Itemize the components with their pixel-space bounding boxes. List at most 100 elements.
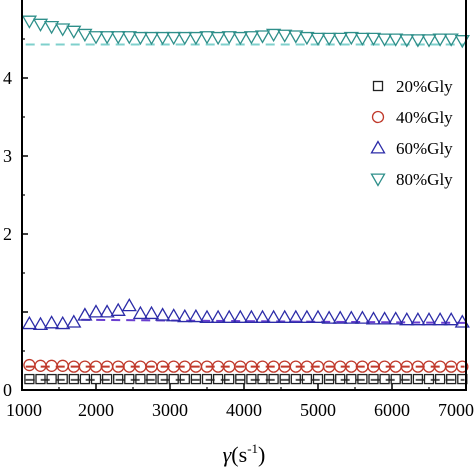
- data-point: [110, 31, 126, 45]
- data-point: [143, 305, 160, 320]
- data-point: [66, 314, 82, 328]
- data-point: [99, 31, 115, 45]
- data-point: [79, 373, 91, 385]
- data-point: [232, 31, 248, 46]
- data-point: [210, 31, 226, 46]
- data-point: [23, 358, 36, 372]
- data-point: [401, 373, 412, 385]
- x-tick-label: 4000: [226, 400, 262, 420]
- x-axis-unit-close: ): [258, 442, 265, 467]
- data-point: [43, 315, 60, 329]
- data-point: [221, 309, 237, 323]
- legend-label: 40%Gly: [396, 108, 453, 127]
- data-point: [99, 304, 115, 318]
- data-point: [335, 373, 346, 385]
- series-triangle-up: [21, 297, 470, 331]
- data-point: [243, 31, 260, 45]
- data-point: [246, 373, 257, 385]
- data-point: [310, 309, 326, 323]
- data-point: [243, 309, 260, 323]
- data-point: [166, 31, 182, 46]
- data-point: [124, 373, 135, 385]
- data-point: [188, 31, 204, 46]
- y-tick-label: 4: [3, 68, 12, 88]
- y-tick-label: 2: [3, 224, 12, 244]
- data-point: [121, 31, 137, 45]
- data-point: [35, 373, 46, 385]
- data-point: [299, 31, 315, 46]
- data-point: [154, 307, 171, 321]
- x-axis-title: γ(s-1): [223, 441, 266, 467]
- data-point: [301, 373, 313, 385]
- plot-frame: [21, 0, 467, 391]
- data-point: [343, 310, 359, 324]
- data-point: [268, 373, 279, 385]
- tick-labels: 1000 2000 3000 4000 5000 6000 7000 0 2 3 4: [3, 68, 474, 420]
- data-point: [135, 373, 146, 385]
- data-point: [201, 373, 213, 385]
- data-point: [277, 309, 293, 323]
- data-point: [254, 30, 271, 44]
- data-point: [399, 34, 415, 48]
- data-point: [88, 31, 104, 45]
- data-point: [235, 373, 246, 385]
- data-point: [212, 373, 224, 385]
- data-point: [143, 31, 160, 46]
- data-point: [365, 32, 382, 47]
- data-point: [346, 373, 357, 385]
- data-point: [456, 360, 469, 373]
- data-point: [146, 373, 157, 385]
- data-point: [357, 373, 368, 385]
- x-tick-label: 6000: [374, 400, 410, 420]
- data-point: [32, 316, 49, 331]
- data-point: [46, 373, 57, 385]
- data-point: [446, 373, 457, 385]
- data-point: [113, 373, 124, 385]
- data-point: [277, 29, 293, 43]
- data-point: [254, 309, 271, 323]
- data-point: [310, 32, 326, 47]
- data-point: [90, 373, 102, 385]
- data-point: [21, 15, 38, 29]
- data-point: [365, 311, 382, 325]
- data-point: [265, 28, 282, 43]
- y-tick-label: 3: [3, 146, 12, 166]
- data-point: [177, 31, 193, 46]
- data-point: [77, 307, 93, 321]
- data-point: [388, 33, 404, 47]
- data-point: [55, 315, 71, 330]
- data-point: [323, 373, 335, 385]
- data-point: [188, 308, 204, 323]
- data-point: [321, 310, 337, 324]
- data-point: [77, 28, 93, 43]
- data-point: [410, 34, 426, 48]
- data-point: [376, 311, 393, 325]
- legend-label: 80%Gly: [396, 170, 453, 189]
- x-tick-label: 5000: [300, 400, 336, 420]
- x-tick-label: 1000: [6, 400, 42, 420]
- data-point: [157, 373, 168, 385]
- data-point: [55, 23, 71, 37]
- data-point: [372, 80, 384, 92]
- data-point: [299, 309, 315, 323]
- data-point: [290, 373, 301, 385]
- data-point: [168, 373, 179, 385]
- data-point: [21, 315, 38, 330]
- data-point: [443, 33, 459, 47]
- axis-ticks: [21, 38, 467, 391]
- data-point: [421, 34, 437, 48]
- data-point: [376, 33, 393, 47]
- data-point: [179, 373, 190, 385]
- x-tick-label: 3000: [152, 400, 188, 420]
- data-point: [199, 31, 215, 45]
- data-point: [88, 304, 104, 318]
- data-point: [410, 311, 426, 326]
- data-point: [265, 309, 282, 323]
- data-point: [177, 308, 193, 323]
- legend: 20%Gly 40%Gly 60%Gly 80%Gly: [370, 77, 453, 189]
- data-point: [432, 33, 448, 47]
- data-point: [354, 310, 371, 324]
- data-point: [132, 305, 149, 320]
- data-point: [312, 373, 324, 385]
- data-point: [332, 310, 348, 324]
